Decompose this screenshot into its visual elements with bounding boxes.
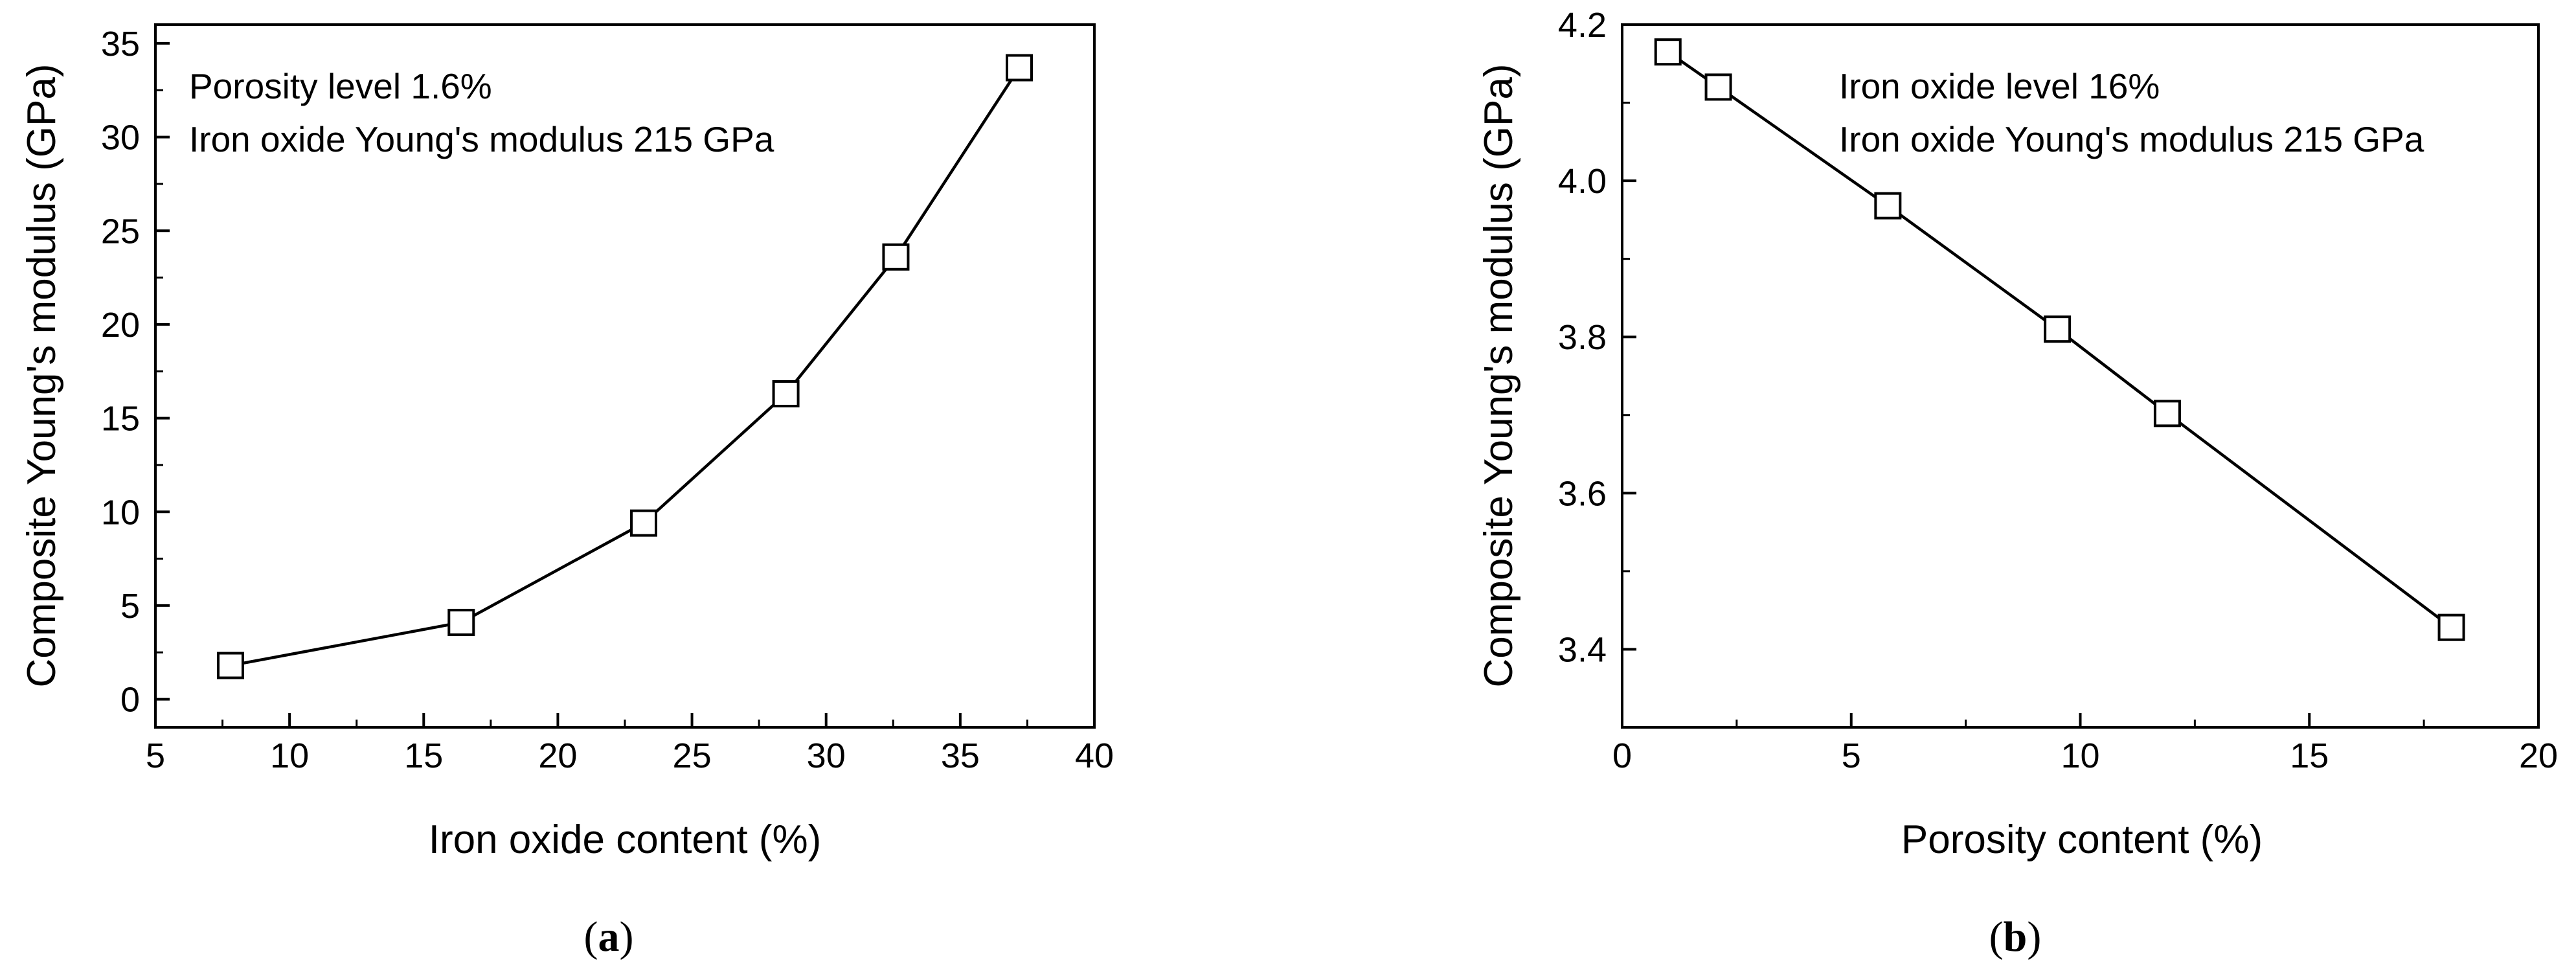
x-axis-title-a: Iron oxide content (%): [429, 817, 822, 862]
series-markers-b: [1654, 38, 2465, 641]
y-tick-label: 3.8: [1558, 318, 1607, 357]
y-tick-label: 25: [101, 212, 140, 251]
y-tick-label: 5: [120, 587, 140, 626]
y-tick-label: 35: [101, 25, 140, 63]
x-tick-label: 20: [2519, 736, 2558, 775]
panel-label-a: (a): [584, 913, 634, 961]
data-point-marker: [2437, 613, 2465, 641]
data-point-marker: [1006, 54, 1033, 82]
x-tick-label: 25: [673, 736, 712, 775]
data-point-marker: [882, 243, 910, 271]
tick-labels-b: 0 5 10 15 20 3.4 3.6 3.8 4.0 4.2: [1558, 6, 2558, 775]
y-axis-title-a: Composite Young's modulus (GPa): [19, 63, 64, 687]
x-tick-label: 30: [807, 736, 846, 775]
x-tick-label: 10: [2061, 736, 2099, 775]
axis-ticks-b: [1621, 23, 2540, 729]
data-point-marker: [2153, 400, 2181, 427]
annotation-iron-oxide-modulus-b: Iron oxide Young's modulus 215 GPa: [1839, 119, 2424, 159]
x-tick-label: 35: [941, 736, 980, 775]
annotation-iron-oxide-level: Iron oxide level 16%: [1839, 66, 2160, 106]
x-tick-label: 15: [2290, 736, 2329, 775]
series-markers-a: [217, 54, 1033, 679]
x-tick-label: 5: [1842, 736, 1861, 775]
data-point-marker: [772, 380, 800, 407]
y-tick-label: 3.4: [1558, 630, 1607, 669]
y-tick-label: 30: [101, 119, 140, 157]
y-tick-label: 15: [101, 400, 140, 438]
axis-ticks-a: [154, 41, 1096, 727]
y-tick-label: 0: [120, 681, 140, 720]
y-axis-title-b: Composite Young's modulus (GPa): [1476, 63, 1521, 687]
chart-panel-b: 0 5 10 15 20 3.4 3.6 3.8 4.0 4.2 Iron oxide level…: [1476, 6, 2558, 961]
data-point-marker: [630, 509, 657, 537]
data-point-marker: [1654, 38, 1682, 66]
x-tick-label: 0: [1612, 736, 1632, 775]
y-tick-label: 20: [101, 306, 140, 345]
panel-label-open-a: (: [584, 913, 598, 961]
data-point-marker: [1874, 192, 1902, 220]
panel-label-close-b: ): [2027, 913, 2041, 961]
x-tick-label: 10: [270, 736, 309, 775]
panel-label-letter-b: b: [2004, 913, 2028, 961]
x-tick-label: 20: [538, 736, 577, 775]
panel-label-letter-a: a: [598, 913, 620, 961]
data-point-marker: [447, 608, 475, 636]
data-point-marker: [2044, 315, 2072, 343]
y-tick-label: 3.6: [1558, 474, 1607, 513]
panel-label-open-b: (: [1989, 913, 2004, 961]
y-tick-label: 4.0: [1558, 162, 1607, 201]
panel-label-close-a: ): [620, 913, 634, 961]
x-tick-label: 15: [404, 736, 443, 775]
y-tick-label: 4.2: [1558, 6, 1607, 45]
x-axis-title-b: Porosity content (%): [1901, 817, 2263, 862]
x-tick-label: 40: [1075, 736, 1114, 775]
y-tick-label: 10: [101, 493, 140, 532]
series-line-a: [230, 67, 1021, 667]
data-point-marker: [1704, 73, 1732, 101]
annotation-porosity-level: Porosity level 1.6%: [189, 66, 492, 106]
annotation-iron-oxide-modulus-a: Iron oxide Young's modulus 215 GPa: [189, 119, 774, 159]
data-point-marker: [217, 652, 244, 679]
panel-label-b: (b): [1989, 913, 2042, 961]
x-tick-label: 5: [146, 736, 165, 775]
